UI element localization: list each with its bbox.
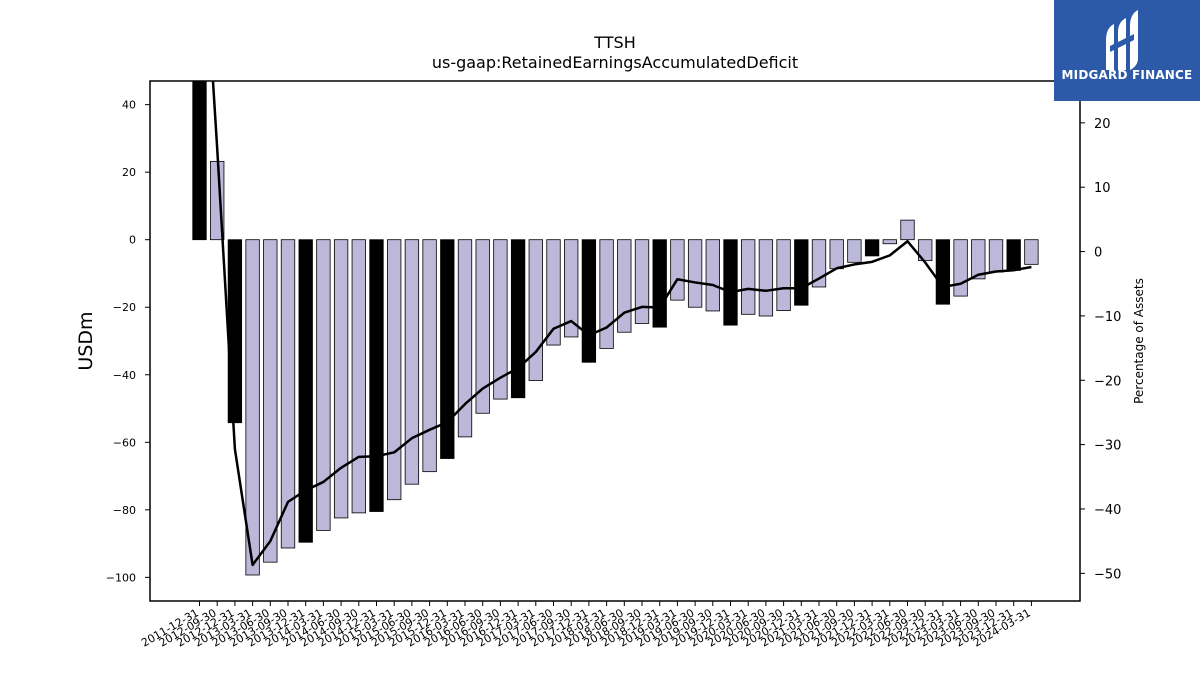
bar-2012-12-31 [227, 239, 243, 424]
y-right-tick-label: −40 [1094, 503, 1121, 518]
bar-2015-03-31 [387, 239, 402, 501]
bar-2022-12-31 [935, 239, 951, 305]
y-right-tick-label: 10 [1094, 181, 1111, 196]
percentage-of-assets-line [211, 81, 1032, 567]
bar-2019-06-30 [687, 239, 703, 308]
y-axis-right-label: Percentage of Assets [1132, 278, 1146, 404]
bar-2013-09-30 [280, 239, 296, 549]
bar-2018-09-30 [634, 239, 650, 324]
plot-frame [149, 80, 1081, 602]
bar-2011-12-31 [192, 81, 207, 241]
y-tick-label: 0 [129, 234, 136, 247]
bar-2021-12-31 [864, 239, 880, 257]
y-tick-label: 20 [122, 166, 136, 179]
y-tick-label: −60 [113, 436, 136, 449]
bar-2014-06-30 [333, 239, 349, 519]
y-tick-label: −40 [113, 369, 136, 382]
bar-2022-06-30 [900, 219, 915, 241]
bar-2015-09-30 [422, 239, 437, 473]
y-right-tick-label: 0 [1094, 246, 1102, 261]
bar-2020-09-30 [776, 239, 791, 312]
bar-2016-12-31 [510, 239, 526, 399]
bar-2023-03-31 [953, 239, 968, 297]
bar-2019-03-31 [670, 239, 685, 301]
bar-2018-12-31 [652, 239, 667, 328]
chart-title: TTSH [593, 33, 635, 52]
bar-2021-06-30 [829, 239, 844, 270]
bars-group [192, 81, 1039, 576]
bar-2020-03-31 [741, 239, 756, 315]
y-tick-label: −20 [113, 301, 136, 314]
bar-2023-09-30 [988, 239, 1004, 273]
bar-2020-06-30 [758, 239, 774, 317]
bar-2014-12-31 [369, 239, 384, 512]
y-tick-label: 40 [122, 99, 136, 112]
bar-2016-06-30 [475, 239, 490, 414]
bar-2013-03-31 [245, 239, 260, 576]
bar-2019-12-31 [723, 239, 738, 326]
midgard-logo-icon [1106, 10, 1138, 70]
y-tick-label: −80 [113, 504, 136, 517]
y-tick-label: −100 [106, 571, 136, 584]
bar-2018-03-31 [599, 239, 614, 349]
bar-2024-03-31 [1024, 239, 1039, 265]
bar-2016-09-30 [493, 239, 508, 400]
bar-2023-06-30 [971, 239, 986, 280]
bar-2013-06-30 [263, 239, 278, 563]
bar-2013-12-31 [298, 239, 313, 543]
y-right-tick-label: −20 [1094, 374, 1121, 389]
brand-name: MIDGARD FINANCE [1061, 68, 1193, 82]
bar-2017-06-30 [546, 239, 561, 346]
y-right-tick-label: −10 [1094, 310, 1121, 325]
bar-2019-09-30 [705, 239, 720, 312]
right-axis: 20 10 0 −10 −20 −30 −40 −50 [1080, 117, 1121, 582]
y-right-tick-label: −50 [1094, 567, 1121, 582]
bar-2016-03-31 [457, 239, 473, 438]
bar-2021-03-31 [811, 239, 827, 288]
y-axis-label: USDm [75, 311, 97, 370]
bar-2022-03-31 [882, 239, 897, 245]
bar-2020-12-31 [794, 239, 809, 306]
brand-logo: MIDGARD FINANCE [1054, 0, 1200, 101]
bar-2017-09-30 [564, 239, 579, 338]
bar-2018-06-30 [617, 239, 632, 333]
chart-subtitle: us-gaap:RetainedEarningsAccumulatedDefic… [432, 53, 798, 72]
line-group [211, 81, 1032, 567]
bar-2023-12-31 [1006, 239, 1021, 271]
bar-2017-12-31 [581, 239, 597, 363]
bar-2015-12-31 [440, 239, 455, 459]
bar-2021-09-30 [847, 239, 862, 263]
bar-2015-06-30 [404, 239, 420, 485]
x-axis: 2011-12-312012-09-302012-12-312013-03-31… [139, 601, 1033, 650]
bar-2014-03-31 [316, 239, 331, 531]
y-right-tick-label: −30 [1094, 439, 1121, 454]
bar-2017-03-31 [528, 239, 543, 381]
left-axis: 40 20 0 −20 −40 −60 −80 −100 [106, 99, 150, 584]
bar-2014-09-30 [351, 239, 366, 514]
y-right-tick-label: 20 [1094, 117, 1111, 132]
